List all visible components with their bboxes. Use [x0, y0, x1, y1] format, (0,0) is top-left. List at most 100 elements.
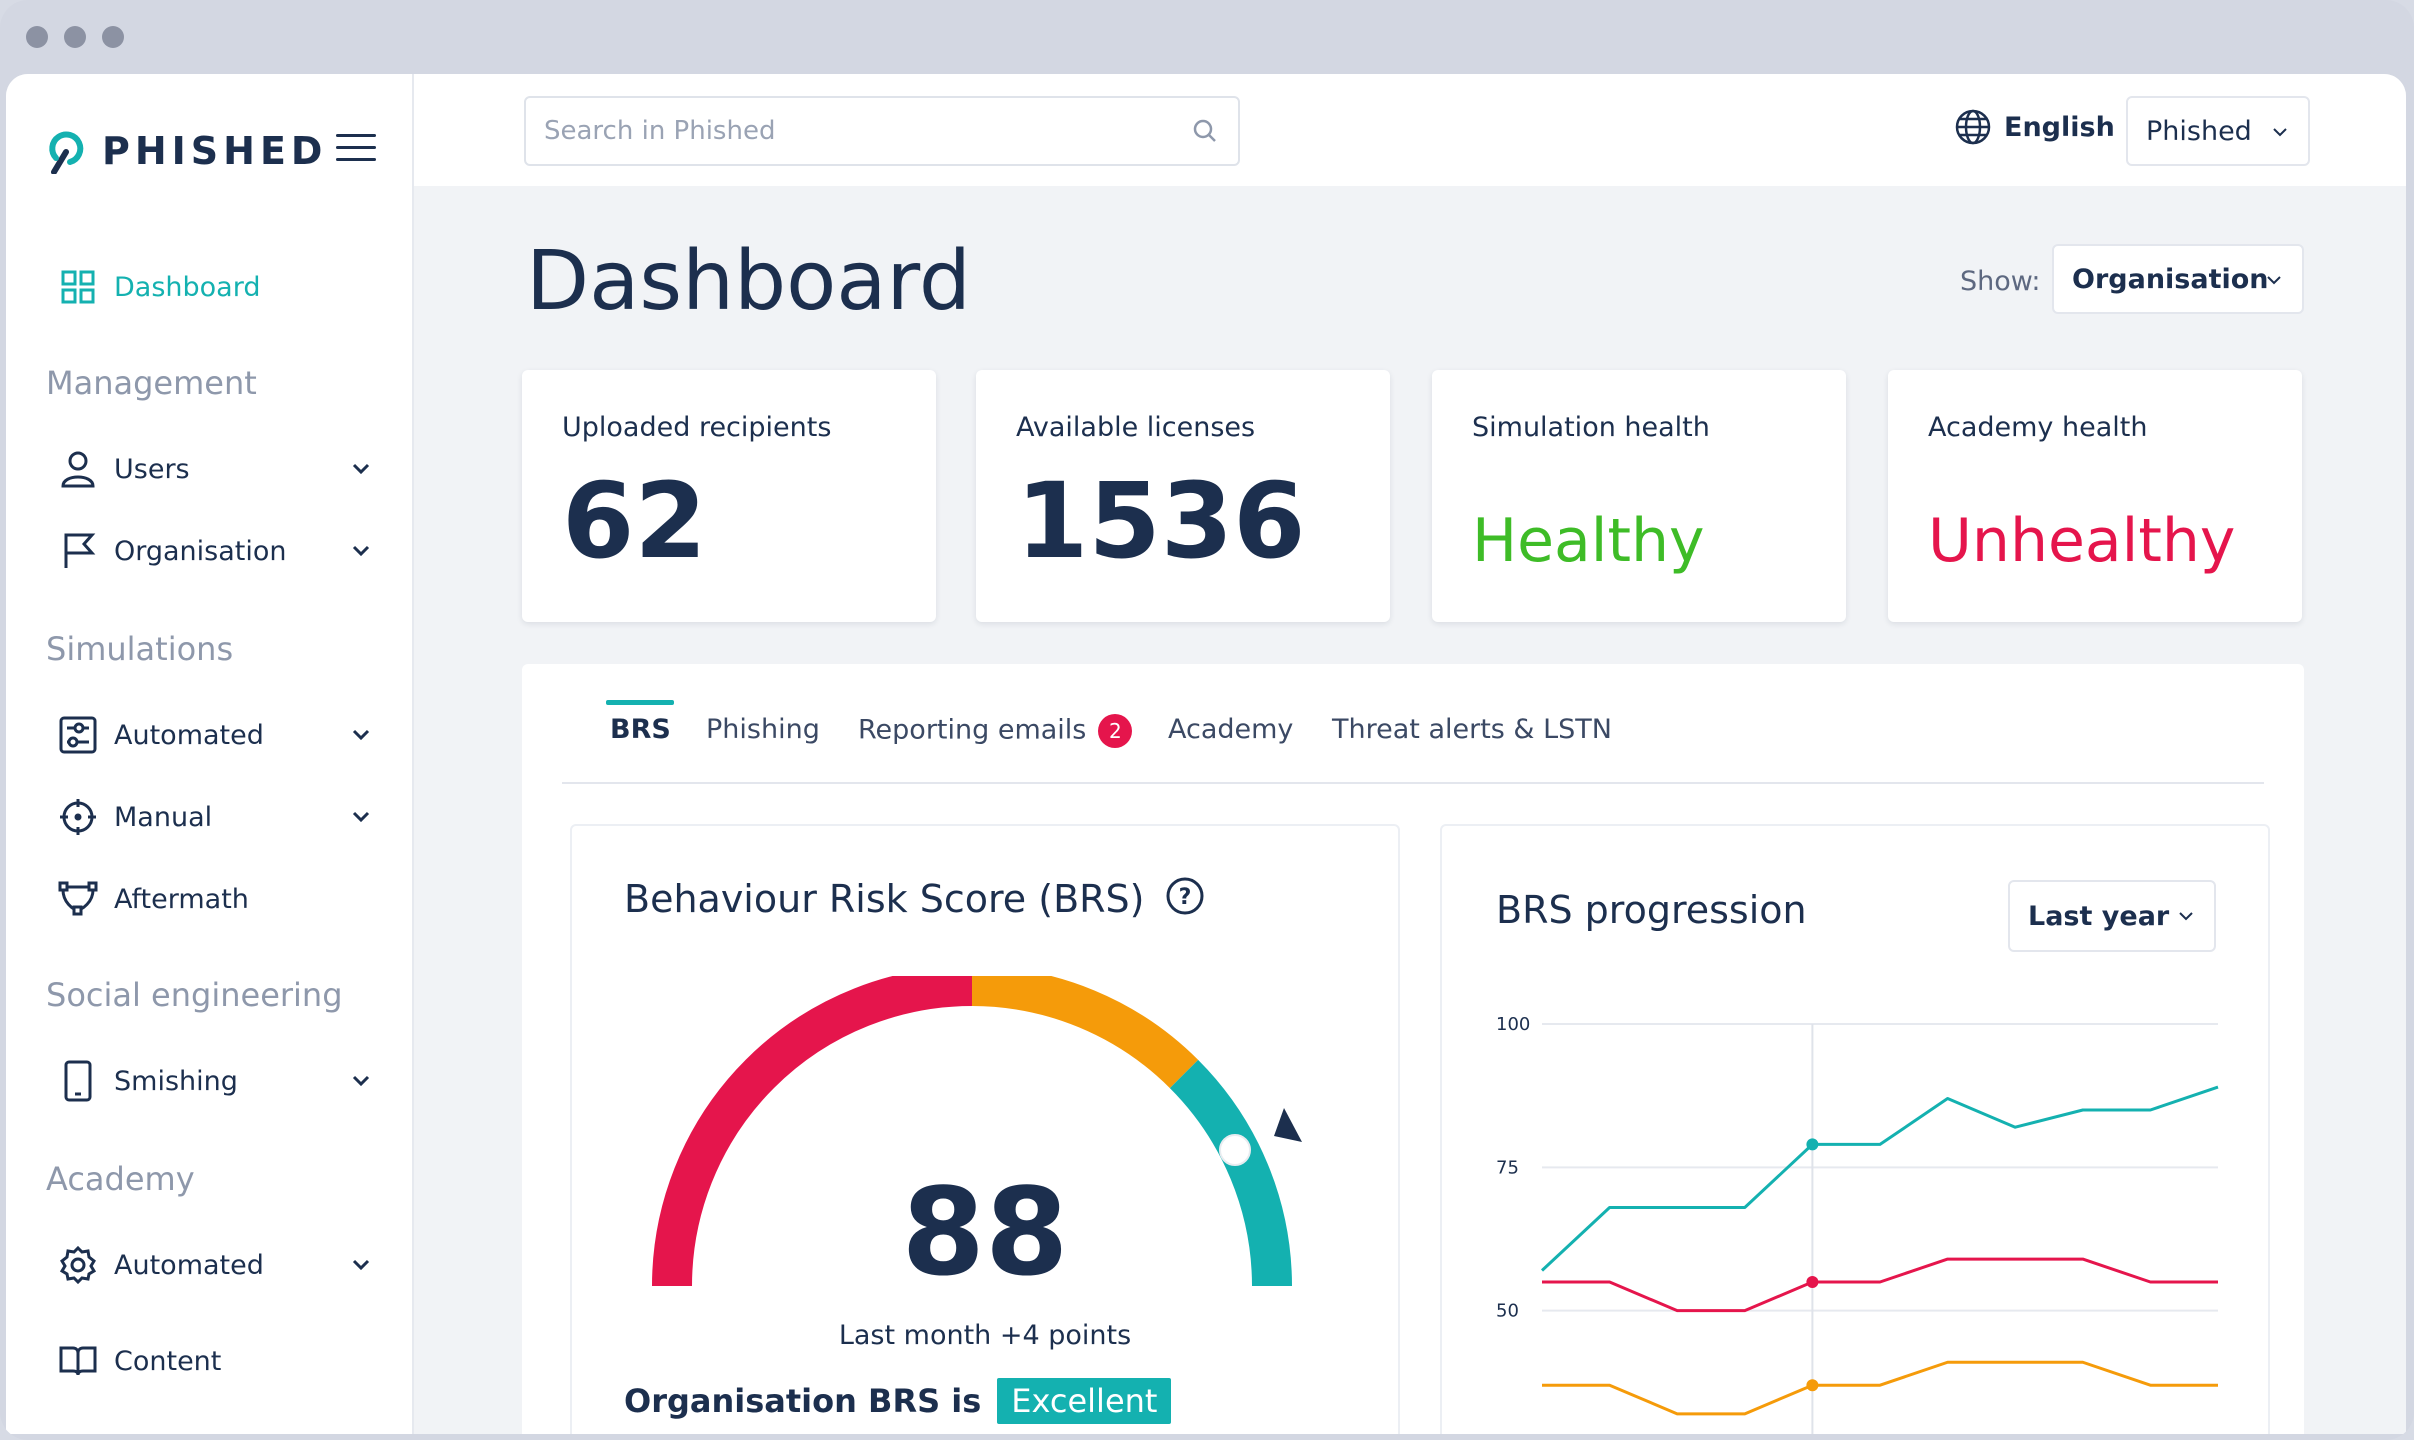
gauge-segment-red	[652, 976, 973, 1287]
svg-text:?: ?	[1178, 885, 1191, 910]
chevron-down-icon	[2273, 128, 2287, 137]
brs-progression-chart: 100755025	[1496, 1014, 2219, 1434]
chevron-down-icon	[2267, 276, 2281, 285]
sidebar-item-label: Users	[114, 453, 190, 485]
sidebar: PHISHED Dashboard Management	[6, 74, 414, 1434]
top-bar: Search in Phished English Phished	[414, 74, 2406, 186]
app-window: PHISHED Dashboard Management	[6, 74, 2406, 1434]
book-open-icon	[56, 1339, 100, 1383]
show-scope-select[interactable]: Organisation	[2052, 244, 2304, 314]
language-selector[interactable]: English	[1954, 108, 2115, 146]
org-brs-prefix: Organisation BRS is	[624, 1382, 982, 1420]
menu-toggle-icon[interactable]	[336, 134, 376, 166]
chevron-down-icon	[352, 1259, 370, 1271]
show-scope-value: Organisation	[2072, 263, 2269, 295]
flag-icon	[56, 529, 100, 573]
series-point-1	[1806, 1276, 1819, 1288]
brs-progression-card: BRS progression Last year 100755025	[1440, 824, 2270, 1434]
brs-delta: Last month +4 points	[838, 1320, 1132, 1351]
sidebar-item-academy-automated[interactable]: Automated	[56, 1240, 376, 1290]
brs-score: 88	[901, 1164, 1069, 1303]
smartphone-icon	[56, 1059, 100, 1103]
tenant-label: Phished	[2146, 115, 2252, 147]
card-label: Uploaded recipients	[562, 412, 832, 443]
user-icon	[56, 447, 100, 491]
sidebar-item-aftermath[interactable]: Aftermath	[56, 874, 376, 924]
sidebar-item-label: Dashboard	[114, 271, 261, 303]
phished-logo-icon	[49, 131, 84, 174]
chevron-down-icon	[352, 811, 370, 823]
search-input[interactable]: Search in Phished	[524, 96, 1240, 166]
window-dot-close[interactable]	[26, 26, 48, 48]
tab-reporting-emails[interactable]: Reporting emails 2	[858, 714, 1133, 748]
window-controls	[26, 26, 124, 48]
show-label: Show:	[1960, 266, 2041, 297]
sidebar-item-dashboard[interactable]: Dashboard	[56, 262, 376, 312]
sidebar-item-label: Automated	[114, 719, 264, 751]
vector-path-icon	[56, 877, 100, 921]
card-status-unhealthy: Unhealthy	[1928, 506, 2236, 576]
tenant-select[interactable]: Phished	[2126, 96, 2310, 166]
progression-title: BRS progression	[1496, 888, 1807, 932]
brs-gauge	[652, 976, 1302, 1287]
card-value: 1536	[1016, 460, 1306, 582]
tab-brs[interactable]: BRS	[610, 714, 671, 745]
series-line-1	[1542, 1257, 2218, 1313]
sidebar-item-label: Aftermath	[114, 883, 249, 915]
brs-title-text: Behaviour Risk Score (BRS)	[624, 877, 1145, 921]
page-title: Dashboard	[526, 234, 971, 329]
window-dot-maximize[interactable]	[102, 26, 124, 48]
notification-badge: 2	[1098, 714, 1133, 748]
series-point-2	[1806, 1379, 1819, 1392]
sidebar-item-label: Content	[114, 1345, 222, 1377]
tab-bar: BRS Phishing Reporting emails 2 Academy T…	[562, 664, 2264, 784]
sidebar-item-label: Manual	[114, 801, 213, 833]
brs-title: Behaviour Risk Score (BRS) ?	[624, 876, 1205, 921]
language-label: English	[2004, 111, 2115, 143]
card-value: 62	[562, 460, 707, 582]
chevron-down-icon	[352, 1075, 370, 1087]
card-label: Available licenses	[1016, 412, 1256, 443]
tab-label: Reporting emails	[858, 714, 1087, 746]
sidebar-item-organisation[interactable]: Organisation	[56, 526, 376, 576]
sidebar-item-automated[interactable]: Automated	[56, 710, 376, 760]
section-social-engineering: Social engineering	[46, 976, 343, 1014]
tab-phishing[interactable]: Phishing	[706, 714, 820, 745]
window-dot-minimize[interactable]	[64, 26, 86, 48]
card-academy-health: Academy health Unhealthy	[1888, 370, 2302, 622]
section-academy: Academy	[46, 1160, 195, 1198]
sidebar-item-users[interactable]: Users	[56, 444, 376, 494]
search-placeholder: Search in Phished	[544, 116, 776, 146]
chevron-down-icon	[352, 463, 370, 475]
tab-threat-alerts[interactable]: Threat alerts & LSTN	[1332, 714, 1612, 745]
series-line-2	[1542, 1360, 2218, 1416]
sidebar-item-label: Smishing	[114, 1065, 238, 1097]
sidebar-item-manual[interactable]: Manual	[56, 792, 376, 842]
search-icon[interactable]	[1190, 116, 1220, 146]
globe-icon	[1955, 109, 1991, 145]
tab-academy[interactable]: Academy	[1168, 714, 1294, 745]
gauge-segment-orange	[971, 976, 1199, 1089]
gear-icon	[56, 1243, 100, 1287]
sidebar-item-content[interactable]: Content	[56, 1336, 376, 1386]
range-value: Last year	[2028, 900, 2170, 932]
crosshair-icon	[56, 795, 100, 839]
gauge-pointer-icon	[1274, 1108, 1302, 1142]
sidebar-item-smishing[interactable]: Smishing	[56, 1056, 376, 1106]
sliders-icon	[56, 713, 100, 757]
rating-badge: Excellent	[997, 1378, 1172, 1424]
chevron-down-icon	[352, 545, 370, 557]
chevron-down-icon	[352, 729, 370, 741]
analytics-panel: BRS Phishing Reporting emails 2 Academy T…	[522, 664, 2304, 1434]
card-available-licenses: Available licenses 1536	[976, 370, 1390, 622]
logo[interactable]: PHISHED	[46, 128, 327, 174]
chevron-down-icon	[2179, 912, 2193, 921]
sidebar-item-label: Organisation	[114, 535, 287, 567]
card-simulation-health: Simulation health Healthy	[1432, 370, 1846, 622]
range-select[interactable]: Last year	[2008, 880, 2216, 952]
help-circle-icon[interactable]: ?	[1165, 876, 1205, 916]
logo-text: PHISHED	[102, 129, 328, 173]
org-brs-rating: Organisation BRS is Excellent	[624, 1378, 1172, 1424]
y-tick-label: 75	[1496, 1157, 1519, 1178]
